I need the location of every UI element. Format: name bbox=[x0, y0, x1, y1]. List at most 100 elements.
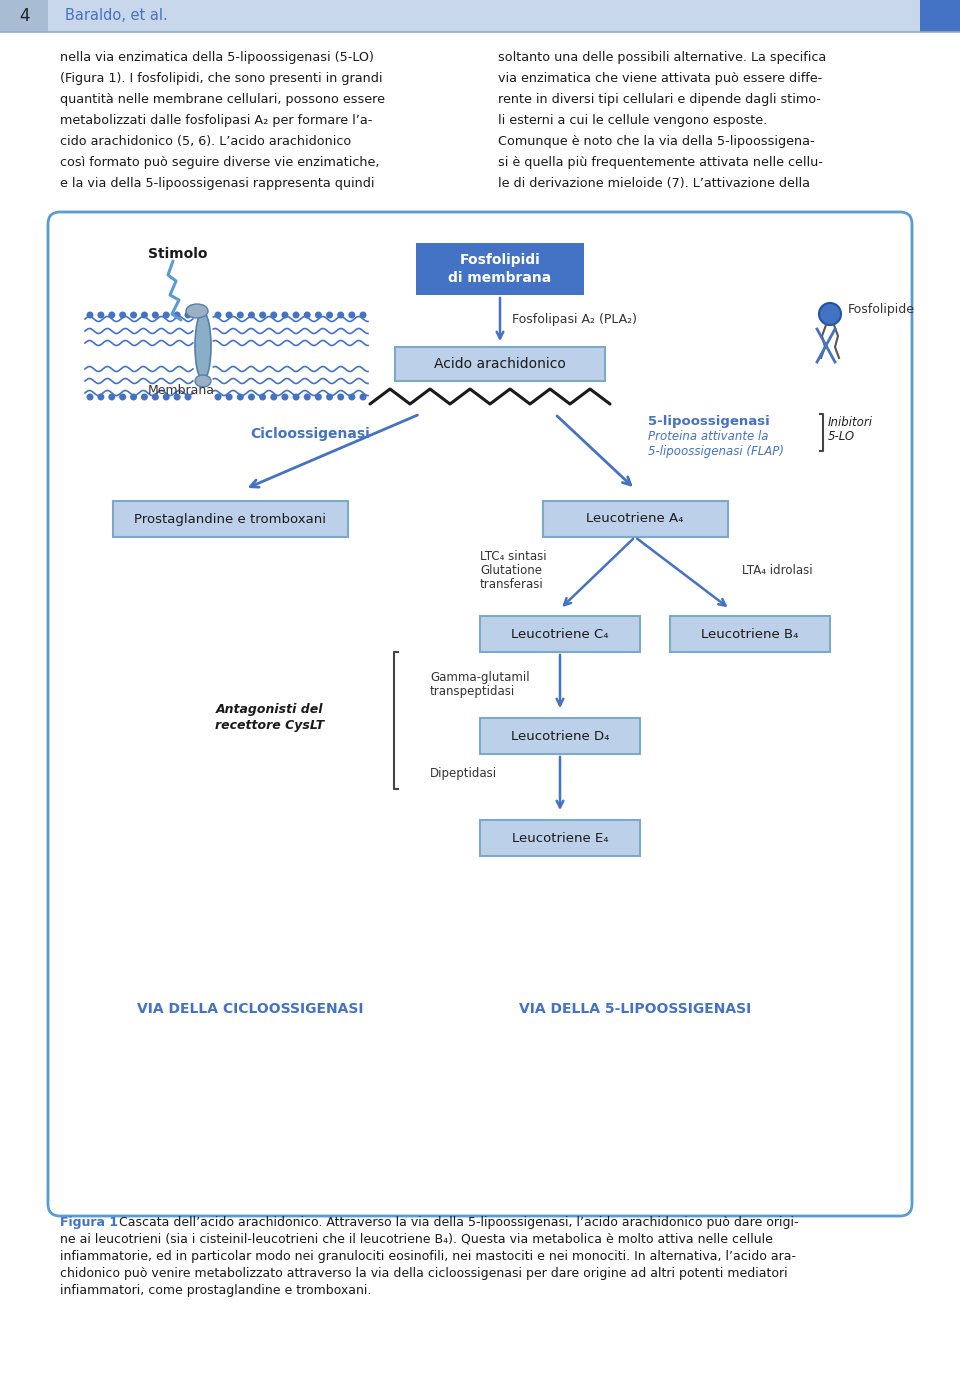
FancyBboxPatch shape bbox=[0, 0, 48, 32]
Text: Acido arachidonico: Acido arachidonico bbox=[434, 357, 566, 371]
Ellipse shape bbox=[226, 312, 232, 319]
Text: Antagonisti del: Antagonisti del bbox=[216, 702, 324, 716]
Text: Cascata dell’acido arachidonico. Attraverso la via della 5-lipoossigenasi, l’aci: Cascata dell’acido arachidonico. Attrave… bbox=[115, 1216, 799, 1229]
Text: chidonico può venire metabolizzato attraverso la via della cicloossigenasi per d: chidonico può venire metabolizzato attra… bbox=[60, 1267, 787, 1280]
Text: Prostaglandine e tromboxani: Prostaglandine e tromboxani bbox=[134, 513, 326, 525]
Text: ne ai leucotrieni (sia i cisteinil-leucotrieni che il leucotriene B₄). Questa vi: ne ai leucotrieni (sia i cisteinil-leuco… bbox=[60, 1233, 773, 1247]
Ellipse shape bbox=[174, 393, 180, 400]
Ellipse shape bbox=[97, 312, 105, 319]
Ellipse shape bbox=[359, 312, 367, 319]
Text: cido arachidonico (5, 6). L’acido arachidonico: cido arachidonico (5, 6). L’acido arachi… bbox=[60, 135, 351, 148]
Ellipse shape bbox=[130, 312, 137, 319]
Ellipse shape bbox=[237, 393, 244, 400]
Ellipse shape bbox=[141, 393, 148, 400]
Text: le di derivazione mieloide (7). L’attivazione della: le di derivazione mieloide (7). L’attiva… bbox=[498, 177, 810, 190]
Text: VIA DELLA CICLOOSSIGENASI: VIA DELLA CICLOOSSIGENASI bbox=[136, 1003, 363, 1016]
Text: LTC₄ sintasi: LTC₄ sintasi bbox=[480, 550, 546, 564]
Text: (Figura 1). I fosfolipidi, che sono presenti in grandi: (Figura 1). I fosfolipidi, che sono pres… bbox=[60, 72, 382, 85]
Ellipse shape bbox=[195, 375, 211, 387]
Text: metabolizzati dalle fosfolipasi A₂ per formare l’a-: metabolizzati dalle fosfolipasi A₂ per f… bbox=[60, 114, 372, 127]
Ellipse shape bbox=[337, 312, 345, 319]
Text: Baraldo, et al.: Baraldo, et al. bbox=[65, 8, 168, 23]
Ellipse shape bbox=[303, 393, 311, 400]
Ellipse shape bbox=[163, 393, 170, 400]
Text: Fosfolipasi A₂ (PLA₂): Fosfolipasi A₂ (PLA₂) bbox=[512, 313, 637, 325]
FancyBboxPatch shape bbox=[0, 0, 960, 32]
Text: recettore CysLT: recettore CysLT bbox=[215, 718, 324, 731]
Ellipse shape bbox=[119, 393, 126, 400]
Text: Leucotriene A₄: Leucotriene A₄ bbox=[587, 513, 684, 525]
FancyBboxPatch shape bbox=[416, 243, 584, 295]
Text: VIA DELLA 5-LIPOOSSIGENASI: VIA DELLA 5-LIPOOSSIGENASI bbox=[518, 1003, 751, 1016]
Text: Leucotriene B₄: Leucotriene B₄ bbox=[702, 627, 799, 640]
Ellipse shape bbox=[359, 393, 367, 400]
Text: 4: 4 bbox=[19, 7, 29, 25]
FancyBboxPatch shape bbox=[670, 616, 830, 652]
Text: di membrana: di membrana bbox=[448, 272, 552, 285]
Text: Cicloossigenasi: Cicloossigenasi bbox=[251, 427, 370, 441]
Text: quantità nelle membrane cellulari, possono essere: quantità nelle membrane cellulari, posso… bbox=[60, 92, 385, 106]
Ellipse shape bbox=[348, 312, 355, 319]
Text: Glutatione: Glutatione bbox=[480, 564, 542, 578]
Ellipse shape bbox=[214, 393, 222, 400]
Ellipse shape bbox=[237, 312, 244, 319]
Ellipse shape bbox=[184, 393, 191, 400]
Ellipse shape bbox=[248, 393, 255, 400]
Ellipse shape bbox=[184, 312, 191, 319]
Ellipse shape bbox=[186, 303, 208, 319]
Text: rente in diversi tipi cellulari e dipende dagli stimo-: rente in diversi tipi cellulari e dipend… bbox=[498, 92, 821, 106]
Text: Dipeptidasi: Dipeptidasi bbox=[430, 768, 497, 781]
Ellipse shape bbox=[152, 393, 158, 400]
Ellipse shape bbox=[214, 312, 222, 319]
Ellipse shape bbox=[315, 393, 322, 400]
Text: li esterni a cui le cellule vengono esposte.: li esterni a cui le cellule vengono espo… bbox=[498, 114, 767, 127]
Text: LTA₄ idrolasi: LTA₄ idrolasi bbox=[742, 564, 812, 578]
FancyBboxPatch shape bbox=[48, 212, 912, 1216]
FancyBboxPatch shape bbox=[542, 501, 728, 536]
Text: così formato può seguire diverse vie enzimatiche,: così formato può seguire diverse vie enz… bbox=[60, 156, 379, 170]
Ellipse shape bbox=[259, 312, 266, 319]
Ellipse shape bbox=[337, 393, 345, 400]
Ellipse shape bbox=[348, 393, 355, 400]
Text: Fosfolipide: Fosfolipide bbox=[848, 303, 915, 317]
Ellipse shape bbox=[248, 312, 255, 319]
Text: 5-lipoossigenasi: 5-lipoossigenasi bbox=[648, 415, 770, 427]
Ellipse shape bbox=[281, 393, 288, 400]
Ellipse shape bbox=[97, 393, 105, 400]
Ellipse shape bbox=[819, 303, 841, 325]
Ellipse shape bbox=[119, 312, 126, 319]
Ellipse shape bbox=[86, 393, 93, 400]
Text: Comunque è noto che la via della 5-lipoossigena-: Comunque è noto che la via della 5-lipoo… bbox=[498, 135, 815, 148]
Text: Leucotriene E₄: Leucotriene E₄ bbox=[512, 832, 609, 844]
Ellipse shape bbox=[293, 312, 300, 319]
Text: soltanto una delle possibili alternative. La specifica: soltanto una delle possibili alternative… bbox=[498, 51, 827, 63]
Text: Inibitori: Inibitori bbox=[828, 415, 873, 429]
FancyBboxPatch shape bbox=[480, 821, 640, 856]
FancyBboxPatch shape bbox=[395, 348, 605, 381]
FancyBboxPatch shape bbox=[112, 501, 348, 536]
Text: transferasi: transferasi bbox=[480, 579, 543, 592]
Ellipse shape bbox=[108, 393, 115, 400]
Ellipse shape bbox=[141, 312, 148, 319]
Ellipse shape bbox=[271, 312, 277, 319]
Text: via enzimatica che viene attivata può essere diffe-: via enzimatica che viene attivata può es… bbox=[498, 72, 823, 85]
Ellipse shape bbox=[152, 312, 158, 319]
Text: infiammatorie, ed in particolar modo nei granulociti eosinofili, nei mastociti e: infiammatorie, ed in particolar modo nei… bbox=[60, 1249, 796, 1263]
FancyBboxPatch shape bbox=[480, 718, 640, 754]
Text: Stimolo: Stimolo bbox=[148, 247, 207, 261]
Text: Fosfolipidi: Fosfolipidi bbox=[460, 252, 540, 268]
Ellipse shape bbox=[271, 393, 277, 400]
FancyBboxPatch shape bbox=[920, 0, 960, 32]
Text: 5-LO: 5-LO bbox=[828, 430, 855, 444]
Ellipse shape bbox=[163, 312, 170, 319]
Text: Leucotriene C₄: Leucotriene C₄ bbox=[512, 627, 609, 640]
Text: Figura 1: Figura 1 bbox=[60, 1216, 118, 1229]
Ellipse shape bbox=[174, 312, 180, 319]
Text: Proteina attivante la: Proteina attivante la bbox=[648, 430, 769, 444]
Text: Gamma-glutamil: Gamma-glutamil bbox=[430, 670, 530, 684]
Text: e la via della 5-lipoossigenasi rappresenta quindi: e la via della 5-lipoossigenasi rapprese… bbox=[60, 177, 374, 190]
Ellipse shape bbox=[259, 393, 266, 400]
Text: transpeptidasi: transpeptidasi bbox=[430, 684, 516, 698]
Ellipse shape bbox=[281, 312, 288, 319]
Ellipse shape bbox=[326, 312, 333, 319]
